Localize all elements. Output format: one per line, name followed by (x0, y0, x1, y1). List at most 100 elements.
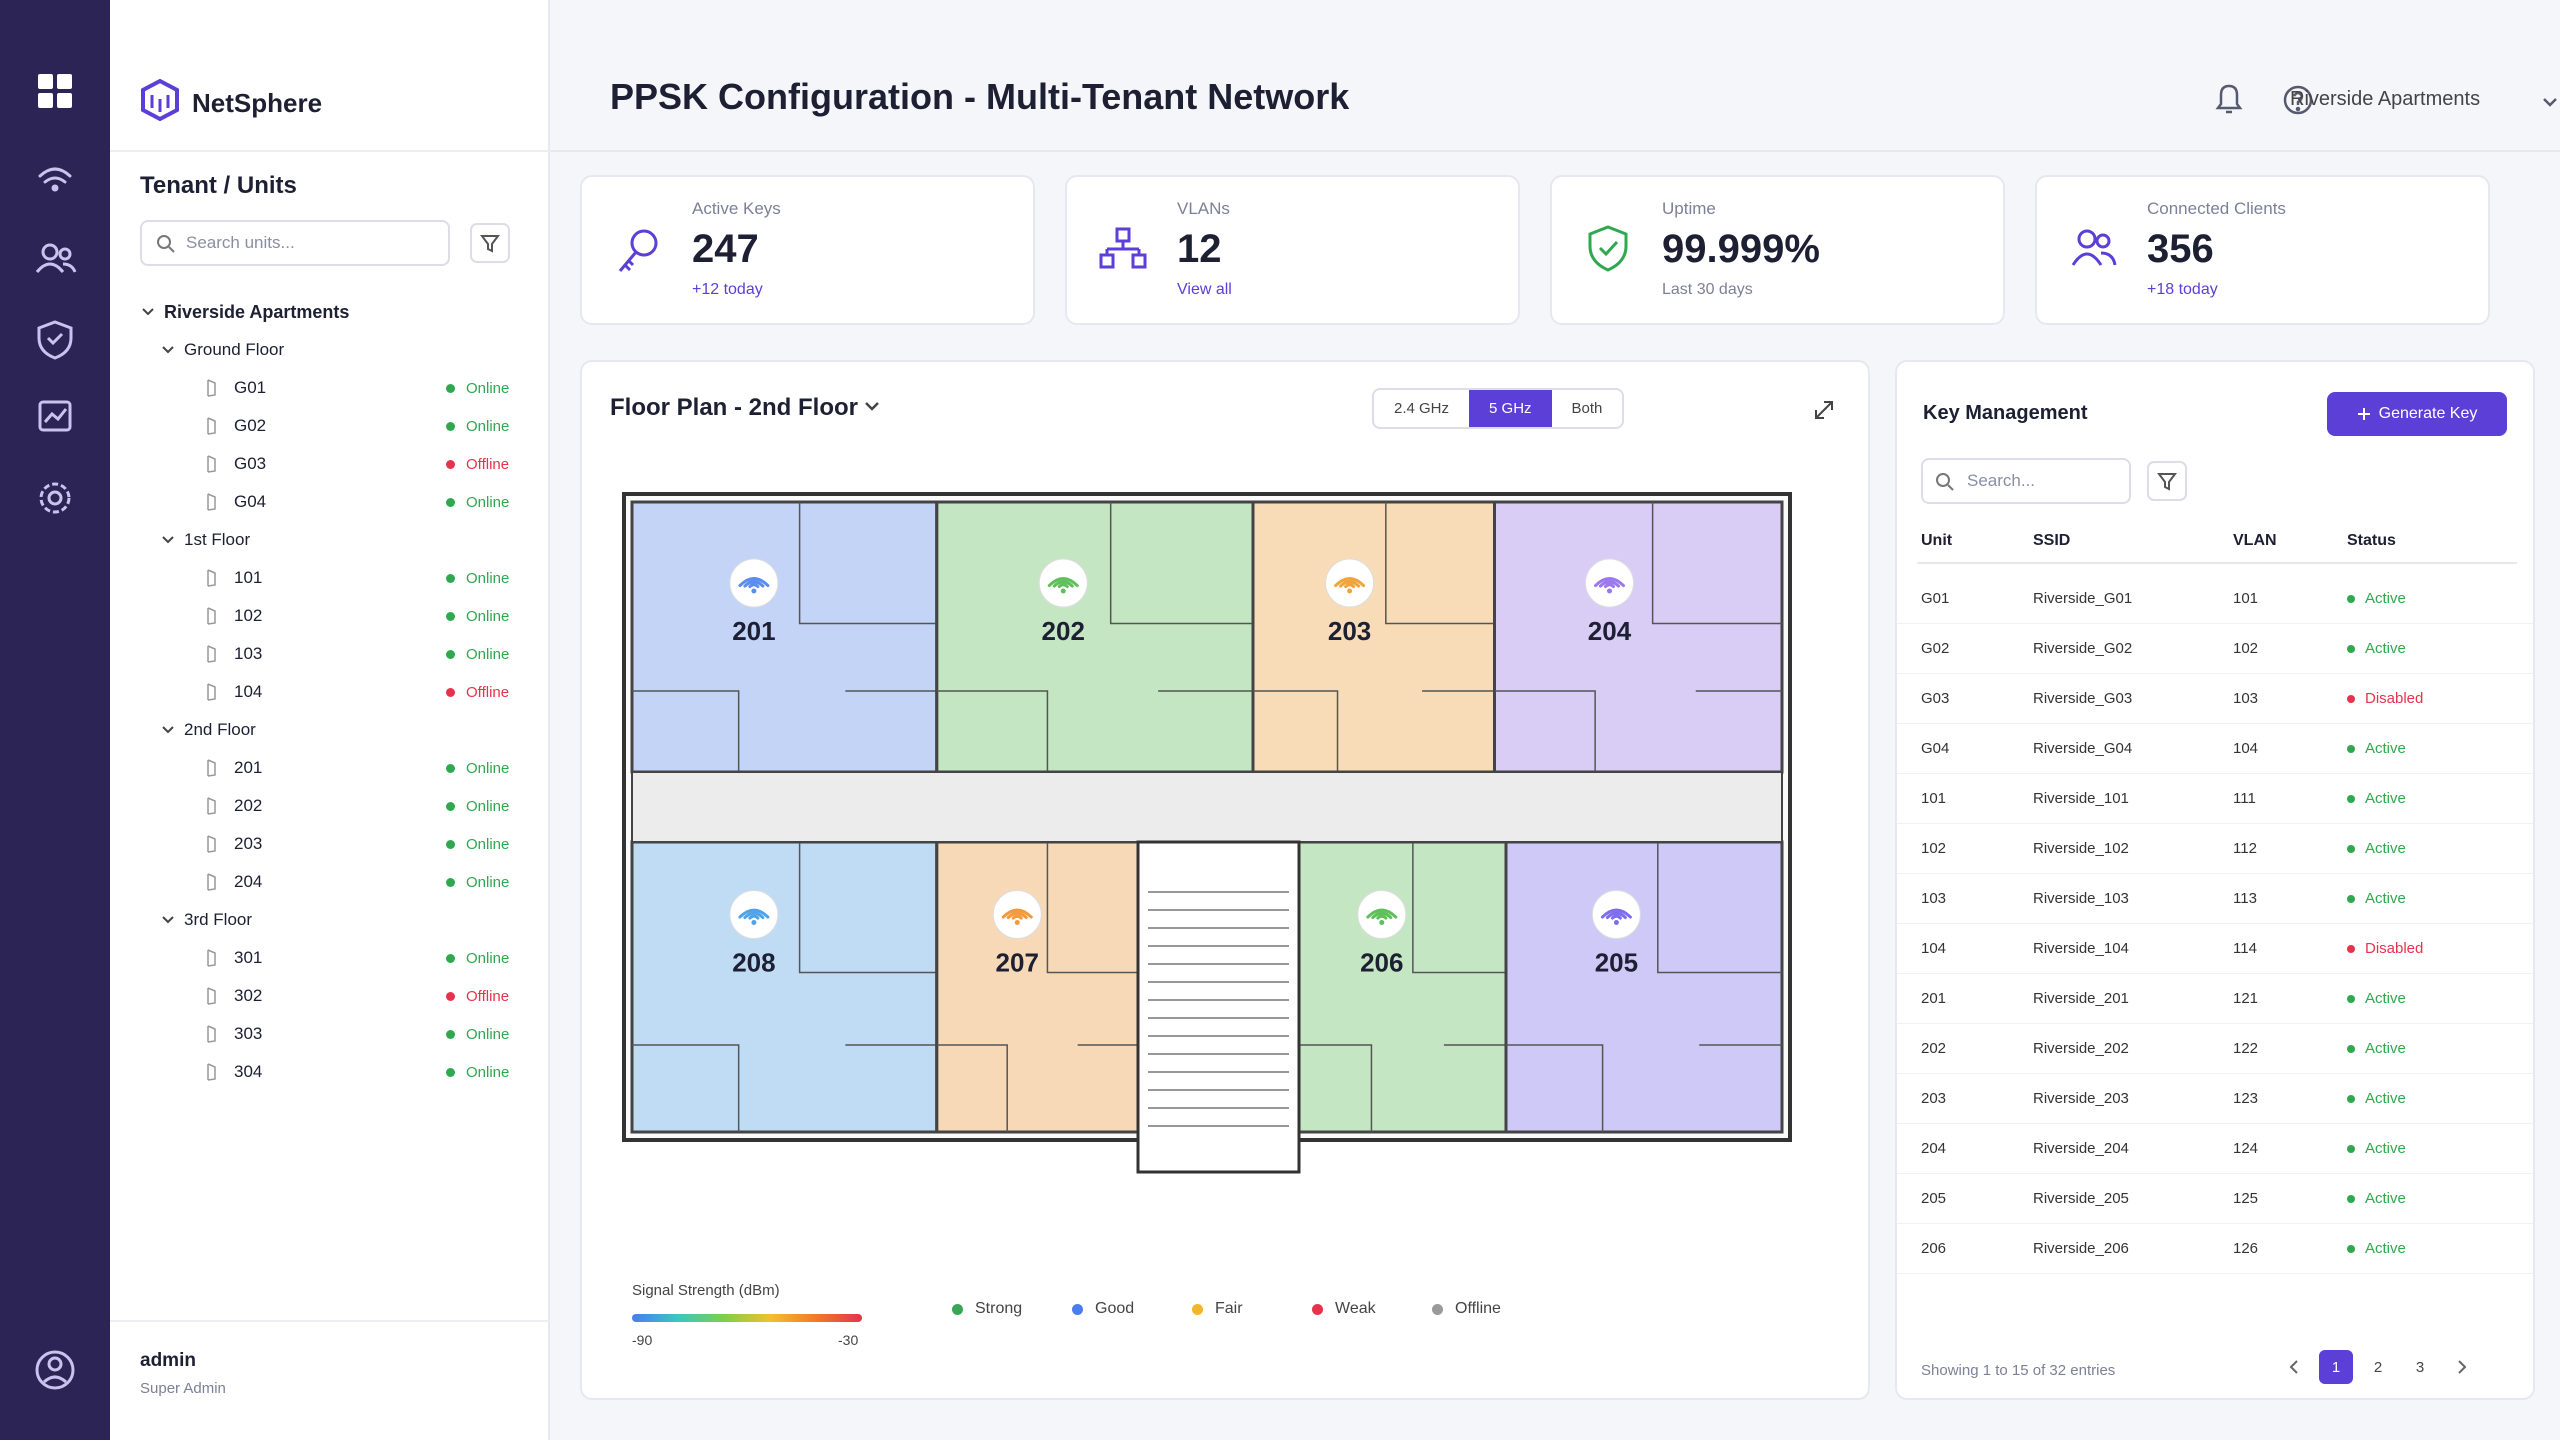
property-chevron[interactable] (2540, 92, 2560, 112)
search-handle (168, 246, 175, 253)
unit-row[interactable]: 102 Online (110, 596, 550, 636)
tree-chevron[interactable] (160, 722, 176, 738)
unit-row[interactable]: 303 Online (110, 1014, 550, 1054)
room-area (630, 500, 939, 774)
nav-profile[interactable] (35, 1350, 75, 1390)
room[interactable]: 205 (1504, 840, 1784, 1134)
key-search[interactable]: Search... (1921, 458, 2131, 504)
key-row[interactable]: 102 Riverside_102 112 Active (1897, 824, 2533, 874)
wifi-arc (1600, 908, 1632, 919)
room[interactable]: 206 (1297, 840, 1508, 1134)
key-cell: G02 (1921, 640, 1950, 657)
filter-button[interactable] (2147, 461, 2187, 501)
nav-settings[interactable] (39, 482, 71, 514)
page-arrow[interactable] (2277, 1350, 2311, 1384)
stat-card: Connected Clients 356 +18 today (2035, 175, 2490, 325)
unit-row[interactable]: 103 Online (110, 634, 550, 674)
unit-row[interactable]: 302 Offline (110, 976, 550, 1016)
unit-row[interactable]: 101 Online (110, 558, 550, 598)
unit-glyph (207, 1063, 216, 1081)
key-row[interactable]: 101 Riverside_101 111 Active (1897, 774, 2533, 824)
key-row[interactable]: G04 Riverside_G04 104 Active (1897, 724, 2533, 774)
band-option[interactable]: 5 GHz (1469, 390, 1552, 427)
unit-row[interactable]: 301 Online (110, 938, 550, 978)
unit-icon (207, 379, 216, 397)
unit-row[interactable]: G03 Offline (110, 444, 550, 484)
unit-row[interactable]: 203 Online (110, 824, 550, 864)
unit-row[interactable]: 204 Online (110, 862, 550, 902)
unit-row[interactable]: G04 Online (110, 482, 550, 522)
room[interactable]: 203 (1251, 500, 1496, 774)
unit-row[interactable]: 201 Online (110, 748, 550, 788)
key-row[interactable]: 203 Riverside_203 123 Active (1897, 1074, 2533, 1124)
band-option[interactable]: Both (1571, 400, 1603, 417)
room[interactable]: 204 (1493, 500, 1784, 774)
room[interactable]: 202 (935, 500, 1255, 774)
room-area (935, 500, 1255, 774)
unit-row[interactable]: G01 Online (110, 368, 550, 408)
help[interactable] (2283, 85, 2313, 115)
status-dot (2347, 595, 2355, 603)
band-option[interactable]: 2.4 GHz (1394, 400, 1450, 417)
unit-row[interactable]: G02 Online (110, 406, 550, 446)
search-glass (157, 235, 171, 249)
key-row[interactable]: 103 Riverside_103 113 Active (1897, 874, 2533, 924)
key-row[interactable]: 104 Riverside_104 114 Disabled (1897, 924, 2533, 974)
notifications[interactable] (2215, 84, 2243, 114)
wifi-arc (1047, 577, 1079, 588)
unit-name: 301 (234, 948, 263, 967)
filter-button[interactable] (470, 223, 510, 263)
key-row[interactable]: 206 Riverside_206 126 Active (1897, 1224, 2533, 1274)
unit-row[interactable]: 304 Online (110, 1052, 550, 1092)
key-cell: 126 (2233, 1240, 2259, 1257)
nav-wifi[interactable] (38, 167, 72, 192)
key-row[interactable]: G03 Riverside_G03 103 Disabled (1897, 674, 2533, 724)
key-row[interactable]: 204 Riverside_204 124 Active (1897, 1124, 2533, 1174)
generate-key-button[interactable]: Generate Key (2327, 392, 2507, 436)
unit-glyph (207, 873, 216, 891)
expand-button[interactable] (1812, 398, 1836, 422)
unit-icon (207, 987, 216, 1005)
floor-node[interactable]: 1st Floor (184, 530, 251, 549)
key-row[interactable]: 205 Riverside_205 125 Active (1897, 1174, 2533, 1224)
unit-row[interactable]: 104 Offline (110, 672, 550, 712)
unit-glyph (207, 987, 216, 1005)
key-row[interactable]: G02 Riverside_G02 102 Active (1897, 624, 2533, 674)
user-b-body (2100, 251, 2117, 266)
unit-icon (207, 645, 216, 663)
floor-node[interactable]: 2nd Floor (184, 720, 256, 739)
unit-row[interactable]: 202 Online (110, 786, 550, 826)
tree-chevron[interactable] (160, 912, 176, 928)
room[interactable]: 208 (630, 840, 939, 1134)
key-cell: 203 (1921, 1090, 1947, 1107)
property-selector[interactable]: Riverside Apartments (2290, 88, 2481, 110)
floor-node[interactable]: Ground Floor (184, 340, 285, 359)
page-button[interactable]: 1 (2319, 1350, 2353, 1384)
room[interactable]: 207 (935, 840, 1140, 1134)
key-row[interactable]: 201 Riverside_201 121 Active (1897, 974, 2533, 1024)
key-cell: Riverside_204 (2033, 1140, 2129, 1157)
signal-title: Signal Strength (dBm) (632, 1282, 780, 1299)
room[interactable]: 201 (630, 500, 939, 774)
nav-users[interactable] (35, 243, 77, 273)
key-row[interactable]: G01 Riverside_G01 101 Active (1897, 574, 2533, 624)
nav-security[interactable] (37, 320, 73, 360)
stat-sub[interactable]: View all (1177, 281, 1232, 298)
page-arrow[interactable] (2445, 1350, 2479, 1384)
header-icons (2215, 84, 2313, 115)
tree-chevron[interactable] (160, 342, 176, 358)
property-node[interactable]: Riverside Apartments (164, 301, 350, 322)
page-button[interactable]: 3 (2415, 1358, 2425, 1376)
nav-dashboard[interactable] (38, 74, 72, 108)
floor-dropdown[interactable] (862, 396, 882, 416)
floor-plan-title[interactable]: Floor Plan - 2nd Floor (610, 394, 858, 421)
floor-node[interactable]: 3rd Floor (184, 910, 253, 929)
key-row[interactable]: 202 Riverside_202 122 Active (1897, 1024, 2533, 1074)
unit-search[interactable]: Search units... (140, 220, 450, 266)
page-button[interactable]: 2 (2373, 1358, 2383, 1376)
nav-analytics[interactable] (38, 400, 72, 432)
tree-chevron[interactable] (140, 304, 156, 320)
unit-status: Online (466, 417, 510, 435)
tree-chevron[interactable] (160, 532, 176, 548)
key-status: Active (2365, 1190, 2406, 1207)
